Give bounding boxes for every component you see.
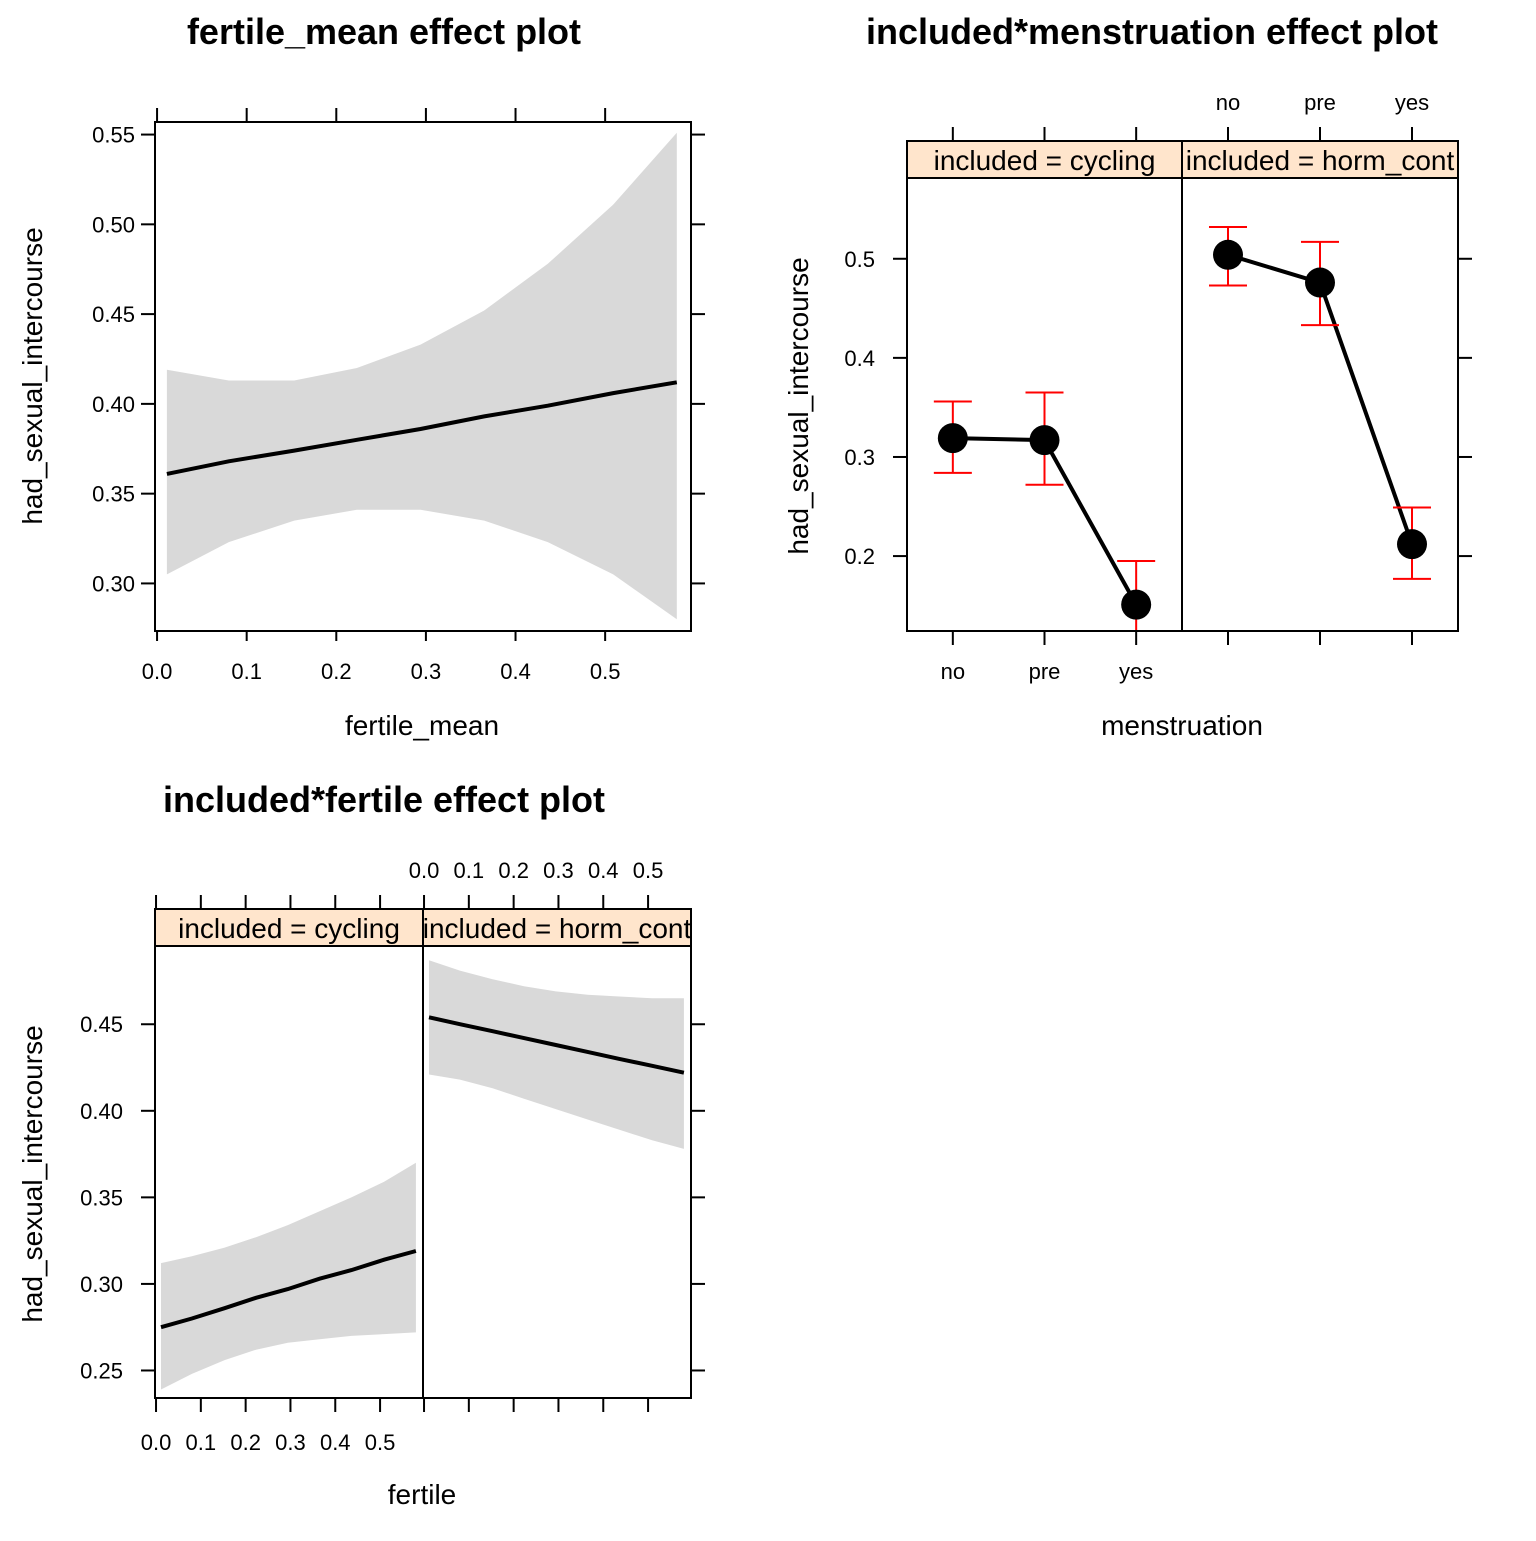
fit-line-group [166,380,678,476]
axis-ticks: 0.0 0.1 0.2 0.3 0.4 0.5 0.0 0.1 0.2 0.3 0.4 0.5 0.25… [80,858,705,1455]
panel-content: included = cycling included = horm_cont [154,908,692,1398]
x-tick-label: 0.5 [590,659,621,684]
axis-ticks: no pre yes no pre yes 0.2 0.3 0.4 0.5 [844,90,1472,684]
x-tick-label-top: 0.5 [633,858,664,883]
x-tick-label: 0.5 [365,1430,396,1455]
y-tick-label: 0.35 [80,1185,123,1210]
y-axis-label: had_sexual_intercourse [17,227,48,524]
fit-line [166,380,678,476]
data-point [1121,589,1152,620]
strip-label: included = horm_cont [423,913,692,944]
panel [160,1162,417,1390]
strip: included = horm_cont [1181,140,1459,179]
x-axis-label: fertile [388,1479,456,1510]
strip-label: included = horm_cont [1186,145,1455,176]
y-tick-label: 0.5 [844,247,875,272]
y-axis-label: had_sexual_intercourse [783,257,814,554]
x-tick-label-top: yes [1395,90,1429,115]
x-tick-label: 0.0 [142,659,173,684]
y-tick-label: 0.30 [80,1272,123,1297]
x-tick-label: 0.2 [321,659,352,684]
strip-label: included = cycling [934,145,1156,176]
y-tick-label: 0.30 [92,571,135,596]
x-tick-label: 0.0 [141,1430,172,1455]
panel [428,960,685,1149]
x-tick-label-top: 0.1 [454,858,485,883]
x-tick-label: 0.2 [230,1430,261,1455]
x-tick-label: no [941,659,965,684]
x-tick-label-top: pre [1304,90,1336,115]
axis-ticks: 0.0 0.1 0.2 0.3 0.4 0.5 0.30 0.35 0.40 0.45 0.50 0.… [92,108,705,684]
chart-title: fertile_mean effect plot [187,11,581,52]
plot-frame [154,908,692,1399]
chart-included-fertile: included*fertile effect plot included = … [17,779,705,1510]
confidence-band [166,132,677,620]
confidence-band-group [166,132,677,620]
chart-included-menstruation: included*menstruation effect plot includ… [783,11,1472,741]
y-tick-label: 0.45 [80,1012,123,1037]
x-axis-label: fertile_mean [345,710,499,741]
x-tick-label: pre [1029,659,1061,684]
x-tick-label-top: 0.2 [498,858,529,883]
y-tick-label: 0.40 [80,1099,123,1124]
panel [1209,226,1431,580]
x-tick-label-top: 0.4 [588,858,619,883]
chart-title: included*fertile effect plot [163,779,605,820]
chart-fertile-mean: fertile_mean effect plot 0.0 0.1 0.2 0.3 0.4… [17,11,705,741]
strip: included = cycling [154,908,424,947]
x-tick-label: 0.1 [186,1430,217,1455]
fit-line [160,1249,417,1330]
fit-line [428,1015,685,1075]
data-point [1213,239,1243,270]
y-tick-label: 0.55 [92,123,135,148]
y-tick-label: 0.4 [844,346,875,371]
y-tick-label: 0.40 [92,392,135,417]
x-tick-label: 0.3 [411,659,442,684]
x-tick-label: 0.1 [231,659,262,684]
confidence-band [161,1162,416,1390]
x-tick-label-top: no [1216,90,1240,115]
strip-background [422,908,692,947]
y-tick-label: 0.50 [92,212,135,237]
x-tick-label: yes [1119,659,1153,684]
strip-label: included = cycling [178,913,400,944]
x-tick-label: 0.3 [275,1430,306,1455]
x-tick-label-top: 0.0 [409,858,440,883]
plot-frame [154,121,692,632]
y-tick-label: 0.25 [80,1358,123,1383]
data-point [1305,267,1335,298]
confidence-band [429,960,684,1149]
y-tick-label: 0.35 [92,482,135,507]
y-tick-label: 0.45 [92,302,135,327]
x-tick-label: 0.4 [320,1430,351,1455]
x-axis-label: menstruation [1101,710,1263,741]
y-tick-label: 0.2 [844,544,875,569]
panel [933,391,1156,631]
data-point [1397,529,1427,560]
strip: included = cycling [906,140,1183,179]
x-tick-label: 0.4 [500,659,531,684]
panel-content: included = cycling included = horm_cont [906,140,1459,631]
data-point [1029,425,1060,456]
x-tick-label-top: 0.3 [543,858,574,883]
y-tick-label: 0.3 [844,445,875,470]
data-point [937,423,968,454]
strip: included = horm_cont [422,908,692,947]
plot-frame [906,140,1459,632]
strip-background [154,908,424,947]
chart-title: included*menstruation effect plot [866,11,1438,52]
y-axis-label: had_sexual_intercourse [17,1025,48,1322]
